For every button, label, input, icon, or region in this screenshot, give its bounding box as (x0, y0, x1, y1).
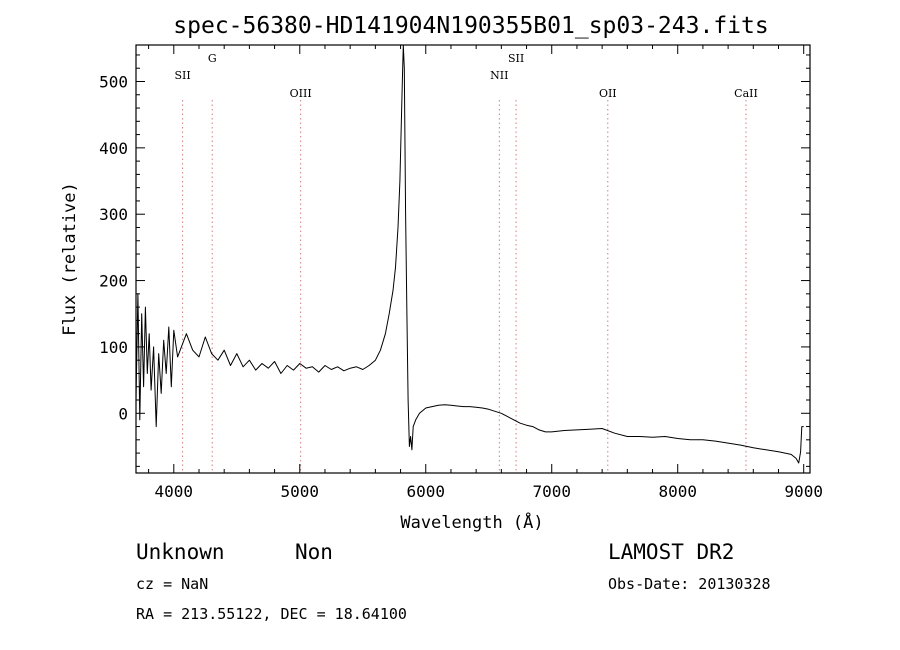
emission-line-label: CaII (734, 87, 758, 100)
obs-date: Obs-Date: 20130328 (608, 575, 771, 593)
plot-frame (135, 44, 811, 474)
emission-line-label: SII (508, 52, 524, 65)
ra-dec-coords: RA = 213.55122, DEC = 18.64100 (136, 605, 407, 623)
emission-line-label: OII (599, 87, 617, 100)
survey-name: LAMOST DR2 (608, 540, 734, 564)
emission-line-label: OIII (290, 87, 312, 100)
spectrum-line (135, 44, 804, 464)
spectrum-series (135, 44, 804, 464)
x-tick-label: 8000 (658, 482, 697, 501)
x-tick-label: 7000 (532, 482, 571, 501)
chart-title: spec-56380-HD141904N190355B01_sp03-243.f… (173, 13, 768, 39)
x-tick-label: 6000 (406, 482, 445, 501)
y-tick-label: 200 (99, 272, 128, 291)
y-axis-label: Flux (relative) (60, 182, 80, 336)
object-class: Unknown (136, 540, 225, 564)
y-tick-label: 0 (118, 404, 128, 423)
y-tick-label: 400 (99, 139, 128, 158)
x-tick-label: 4000 (155, 482, 194, 501)
object-subclass: Non (295, 540, 333, 564)
x-tick-label: 9000 (784, 482, 823, 501)
emission-line-label: SII (174, 69, 190, 82)
redshift-cz: cz = NaN (136, 575, 208, 593)
y-tick-label: 500 (99, 72, 128, 91)
x-tick-label: 5000 (281, 482, 320, 501)
y-tick-label: 300 (99, 205, 128, 224)
x-axis-label: Wavelength (Å) (400, 511, 543, 533)
emission-line-label: NII (490, 69, 508, 82)
axis-ticks: 4000 5000 6000 7000 8000 9000 0 100 200 300 400 500 (99, 45, 823, 501)
emission-line-label: G (208, 52, 217, 65)
y-tick-label: 100 (99, 338, 128, 357)
